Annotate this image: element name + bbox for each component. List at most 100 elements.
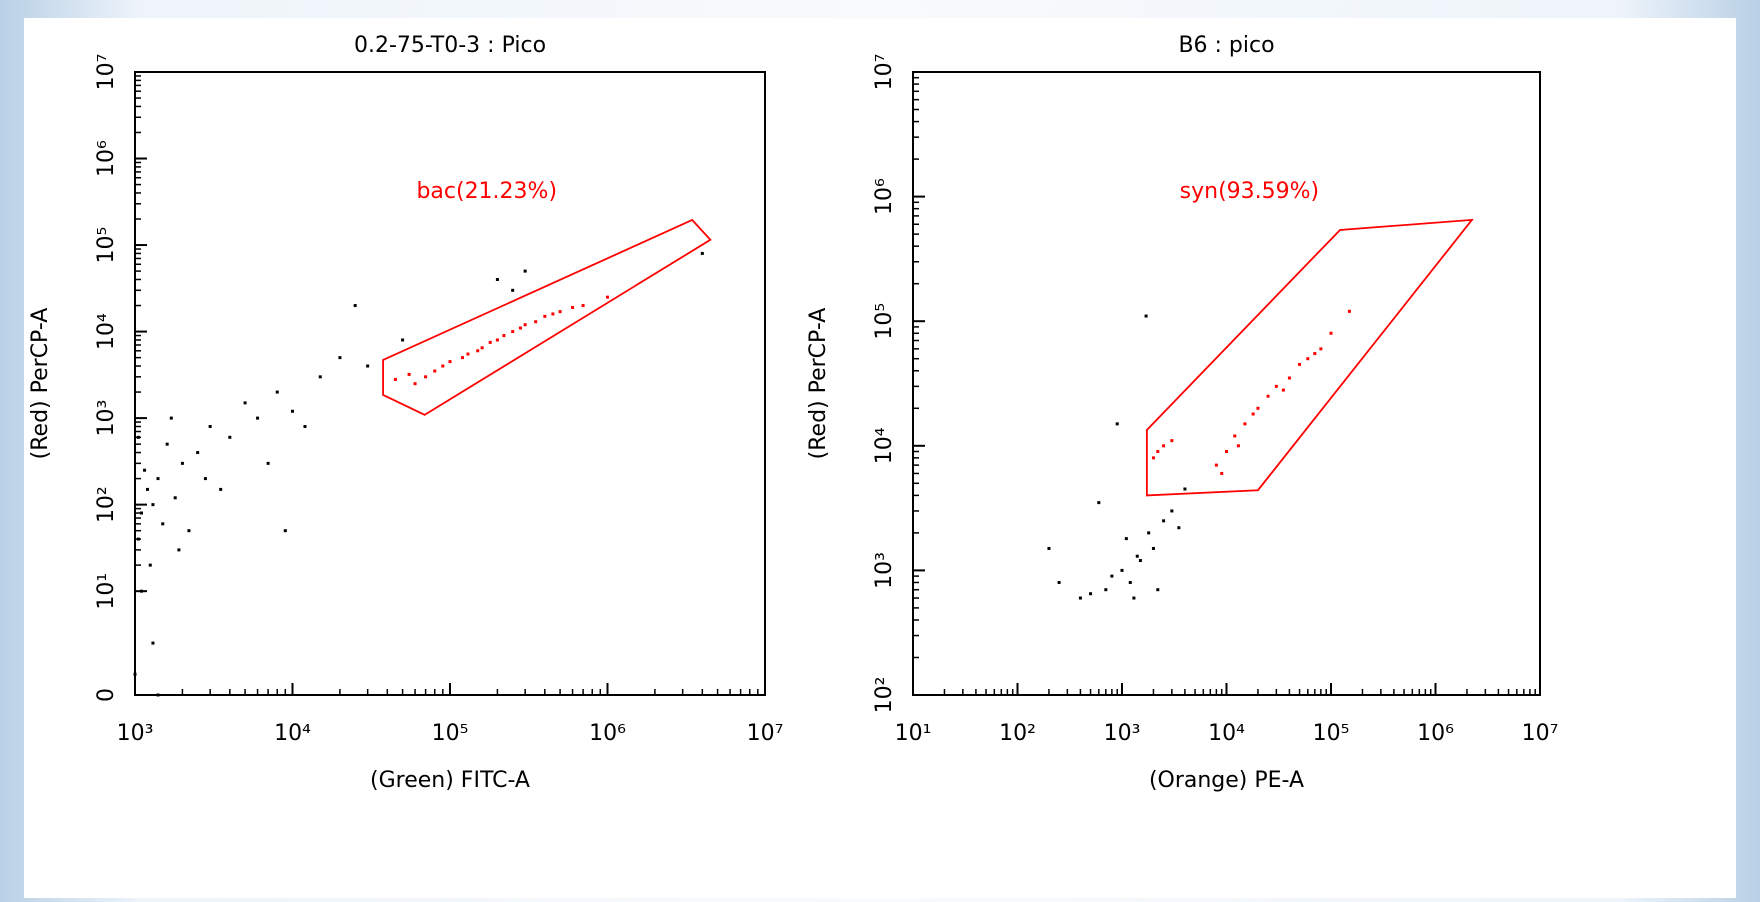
event-point: [1115, 422, 1119, 426]
event-point: [401, 338, 405, 342]
event-point: [1298, 362, 1302, 366]
event-point: [291, 409, 294, 413]
event-point: [433, 369, 437, 373]
event-point: [1089, 592, 1093, 596]
event-point: [551, 312, 555, 316]
event-point: [543, 314, 547, 318]
event-point: [1104, 588, 1108, 592]
event-point: [1138, 559, 1142, 563]
gate: [1145, 218, 1474, 497]
event-point: [143, 468, 147, 472]
chart-title: 0.2-75-T0-3 : Pico: [354, 33, 546, 58]
event-point: [133, 672, 137, 676]
plot-area: [134, 71, 766, 696]
event-point: [448, 360, 452, 364]
event-point: [476, 349, 480, 353]
event-point: [156, 693, 160, 697]
x-tick-label: 10³: [117, 721, 154, 746]
event-point: [1347, 309, 1351, 313]
event-point: [177, 548, 181, 552]
event-point: [136, 435, 140, 439]
gate-label: syn(93.59%): [1180, 179, 1319, 204]
event-point: [558, 310, 562, 314]
event-point: [480, 346, 484, 350]
event-point: [366, 364, 370, 368]
event-point: [511, 330, 515, 334]
event-point: [165, 442, 169, 446]
event-point: [169, 416, 173, 420]
event-point: [1144, 314, 1148, 318]
x-tick-label: 10³: [1104, 721, 1141, 746]
y-axis-label: (Red) PerCP-A: [806, 308, 831, 460]
event-point: [1329, 331, 1333, 335]
event-point: [1147, 531, 1151, 535]
y-tick-label: 10³: [94, 400, 119, 437]
x-axis-label: (Orange) PE-A: [1149, 768, 1304, 793]
event-point: [151, 503, 155, 507]
event-point: [140, 511, 144, 515]
y-tick-label: 10¹: [94, 573, 119, 610]
event-point: [1313, 352, 1317, 356]
event-point: [145, 487, 149, 491]
event-point: [534, 320, 538, 324]
event-point: [283, 529, 287, 533]
event-point: [1057, 580, 1061, 584]
event-point: [1287, 376, 1291, 380]
event-point: [1177, 526, 1181, 530]
event-point: [518, 326, 522, 330]
event-point: [1120, 568, 1124, 572]
event-point: [393, 377, 397, 381]
event-point: [502, 334, 506, 338]
x-tick-label: 10⁷: [747, 721, 784, 746]
event-point: [1156, 450, 1160, 454]
x-tick-label: 10⁶: [589, 721, 626, 746]
event-point: [1110, 574, 1114, 578]
x-axis-label: (Green) FITC-A: [370, 768, 530, 793]
event-point: [140, 589, 144, 593]
event-point: [523, 323, 527, 327]
event-point: [1078, 596, 1082, 600]
event-point: [203, 477, 207, 481]
y-tick-label: 10⁷: [872, 54, 897, 91]
y-tick-label: 10²: [872, 677, 897, 714]
event-point: [1047, 546, 1051, 550]
event-point: [1135, 554, 1139, 558]
y-tick-label: 10⁴: [94, 313, 119, 350]
event-point: [1162, 519, 1166, 523]
y-tick-label: 10⁵: [872, 303, 897, 340]
gate: [382, 218, 712, 416]
event-point: [1132, 596, 1136, 600]
event-point: [256, 416, 260, 420]
event-point: [1097, 501, 1101, 505]
y-tick-label: 10²: [94, 486, 119, 523]
event-point: [1170, 439, 1174, 443]
event-point: [1281, 388, 1285, 392]
event-point: [1236, 444, 1240, 448]
y-axis-label: (Red) PerCP-A: [28, 308, 53, 460]
event-point: [424, 375, 428, 379]
event-point: [581, 304, 585, 308]
chart-title: B6 : pico: [1178, 33, 1274, 58]
event-point: [495, 338, 499, 342]
event-point: [266, 461, 270, 465]
event-point: [571, 305, 575, 309]
event-point: [1251, 412, 1255, 416]
event-point: [136, 537, 140, 541]
event-point: [1319, 347, 1323, 351]
event-point: [1124, 537, 1128, 541]
event-point: [156, 477, 160, 481]
event-point: [187, 529, 191, 533]
x-tick-label: 10¹: [895, 721, 932, 746]
event-point: [1243, 422, 1247, 426]
event-point: [1266, 394, 1270, 398]
x-tick-label: 10⁴: [274, 721, 311, 746]
event-point: [1274, 384, 1278, 388]
event-point: [1162, 444, 1166, 448]
event-point: [700, 251, 704, 255]
x-tick-label: 10²: [999, 721, 1036, 746]
event-point: [1183, 487, 1187, 491]
event-point: [1151, 546, 1155, 550]
event-point: [196, 451, 200, 455]
